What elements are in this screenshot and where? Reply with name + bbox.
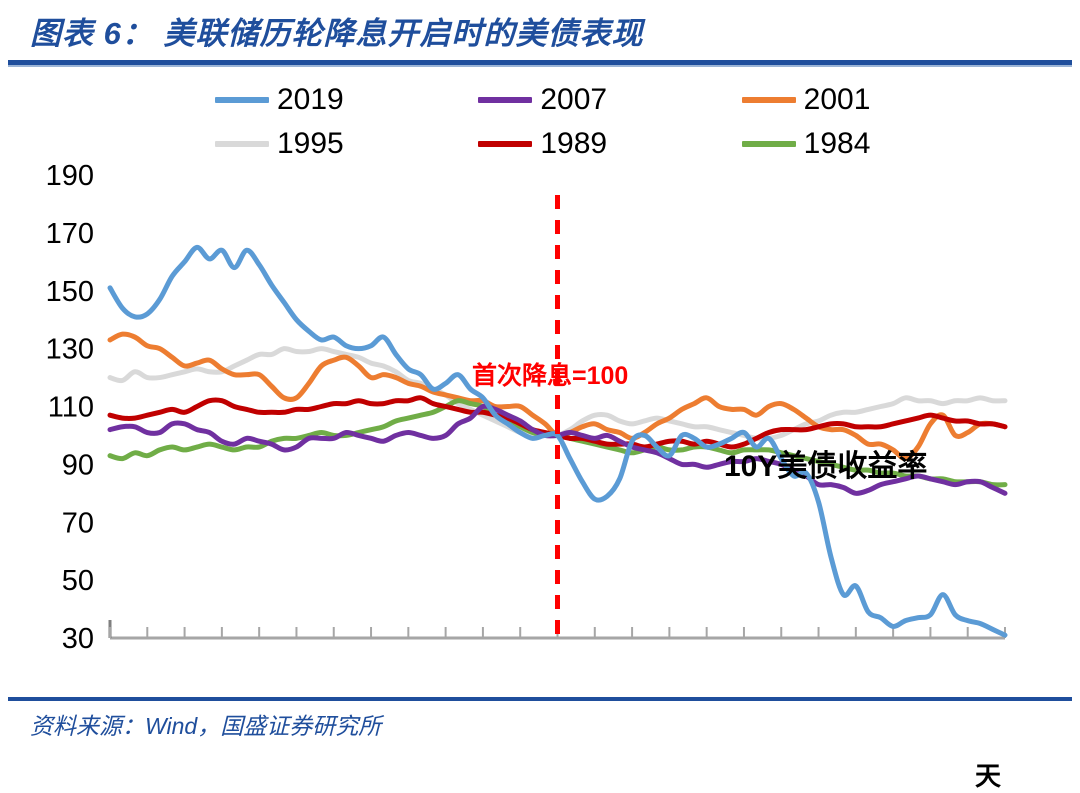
series-line-2019 — [107, 244, 1008, 638]
legend-label: 2019 — [277, 83, 344, 116]
series-note-annotation: 10Y美债收益率 — [724, 450, 928, 483]
legend-item-1989[interactable]: 1989 — [478, 129, 741, 159]
x-tick-label: -180 — [305, 657, 363, 660]
x-tick-label: -120 — [379, 657, 437, 660]
legend-swatch-icon — [478, 141, 533, 147]
x-tick-label: 120 — [682, 657, 730, 660]
legend-item-2007[interactable]: 2007 — [478, 85, 741, 115]
x-tick-label: 360 — [981, 657, 1029, 660]
chart-plot-area: 30 50 70 90 110 130 150 170 190 -360 -300 -240 -180… — [0, 160, 1080, 791]
page-title: 图表 6： 美联储历轮降息开启时的美债表现 — [30, 16, 644, 51]
legend-item-1984[interactable]: 1984 — [741, 127, 1005, 160]
chart-legend: 2019 2007 2001 1995 1989 1984 — [215, 78, 1005, 166]
y-tick-label: 150 — [46, 276, 94, 308]
x-tick-label: 180 — [757, 657, 805, 660]
y-tick-label: 90 — [62, 449, 94, 481]
legend-item-2019[interactable]: 2019 — [215, 85, 478, 115]
legend-swatch-icon — [478, 97, 533, 103]
legend-swatch-icon — [741, 97, 796, 103]
y-tick-label: 170 — [46, 218, 94, 250]
legend-swatch-icon — [741, 141, 796, 147]
legend-label: 2007 — [540, 83, 608, 116]
footer-divider — [8, 697, 1072, 701]
legend-item-2001[interactable]: 2001 — [741, 83, 1005, 116]
x-tick-label: 240 — [832, 657, 880, 660]
line-chart-svg: 30 50 70 90 110 130 150 170 190 -360 -300 -240 -180… — [46, 160, 1030, 660]
legend-label: 1995 — [277, 127, 344, 160]
source-note: 资料来源：Wind，国盛证券研究所 — [30, 713, 382, 739]
y-tick-label: 130 — [46, 334, 94, 366]
x-tick-label: 60 — [616, 657, 648, 660]
y-axis-tick-labels: 30 50 70 90 110 130 150 170 190 — [46, 160, 94, 655]
data-series-group — [107, 244, 1008, 638]
legend-item-1995[interactable]: 1995 — [215, 129, 478, 159]
x-tick-label: 300 — [906, 657, 954, 660]
x-tick-label: -60 — [462, 657, 504, 660]
legend-label: 1989 — [540, 127, 608, 160]
y-tick-label: 70 — [62, 507, 94, 539]
legend-label: 2001 — [803, 83, 871, 116]
x-tick-label: -300 — [156, 657, 214, 660]
legend-swatch-icon — [215, 141, 269, 147]
y-tick-label: 190 — [46, 160, 94, 192]
x-tick-label: 0 — [549, 657, 565, 660]
title-divider — [8, 60, 1072, 67]
x-tick-label: -240 — [230, 657, 288, 660]
legend-swatch-icon — [215, 97, 269, 103]
x-axis-ticks — [109, 627, 1006, 638]
x-axis-tick-labels: -360 -300 -240 -180 -120 -60 0 60 120 180 240 300 36… — [81, 657, 1029, 660]
y-tick-label: 50 — [62, 565, 94, 597]
x-tick-label: -360 — [81, 657, 139, 660]
legend-label: 1984 — [803, 127, 871, 160]
y-tick-label: 110 — [48, 392, 94, 424]
y-tick-label: 30 — [62, 623, 94, 655]
event-line-annotation: 首次降息=100 — [472, 362, 629, 390]
x-axis-unit-label: 天 — [975, 761, 1002, 791]
